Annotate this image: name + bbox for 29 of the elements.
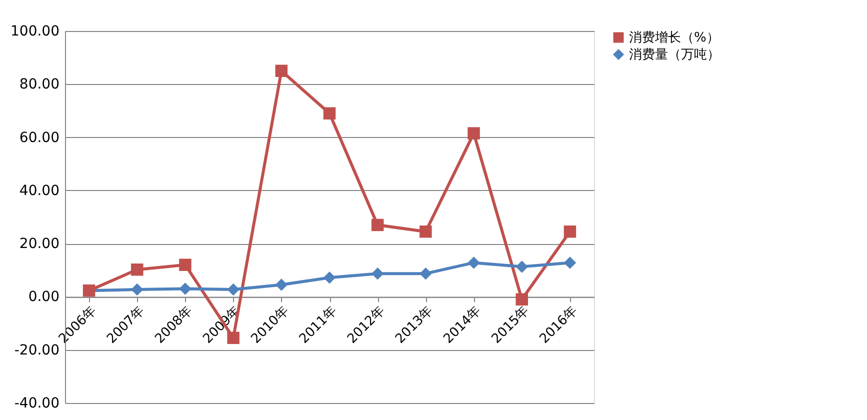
y-tick-label: 0.00 [28,289,60,306]
y-tick-label: -20.00 [14,342,60,358]
y-tick-label: 80.00 [19,76,60,93]
point [564,225,576,238]
point [323,107,336,120]
point [468,256,480,269]
y-tick-label: -40.00 [14,396,60,412]
point [179,258,192,271]
point [275,64,288,77]
point [131,263,144,276]
legend-label: 消费增长（%） [629,30,720,46]
point [420,225,432,238]
point [516,293,528,306]
legend-label: 消费量（万吨） [629,48,720,62]
point [420,267,432,280]
y-tick-label: 20.00 [19,236,60,252]
y-tick-label: 60.00 [19,130,60,146]
y-tick-label: 100.00 [10,24,60,40]
point [516,260,528,273]
point [564,256,576,269]
point [131,283,144,296]
point [227,283,240,296]
point [468,127,480,140]
point [323,271,336,284]
y-tick-label: 40.00 [19,182,60,199]
point [371,267,384,280]
point [179,282,192,295]
point [275,278,288,291]
point [371,218,384,232]
